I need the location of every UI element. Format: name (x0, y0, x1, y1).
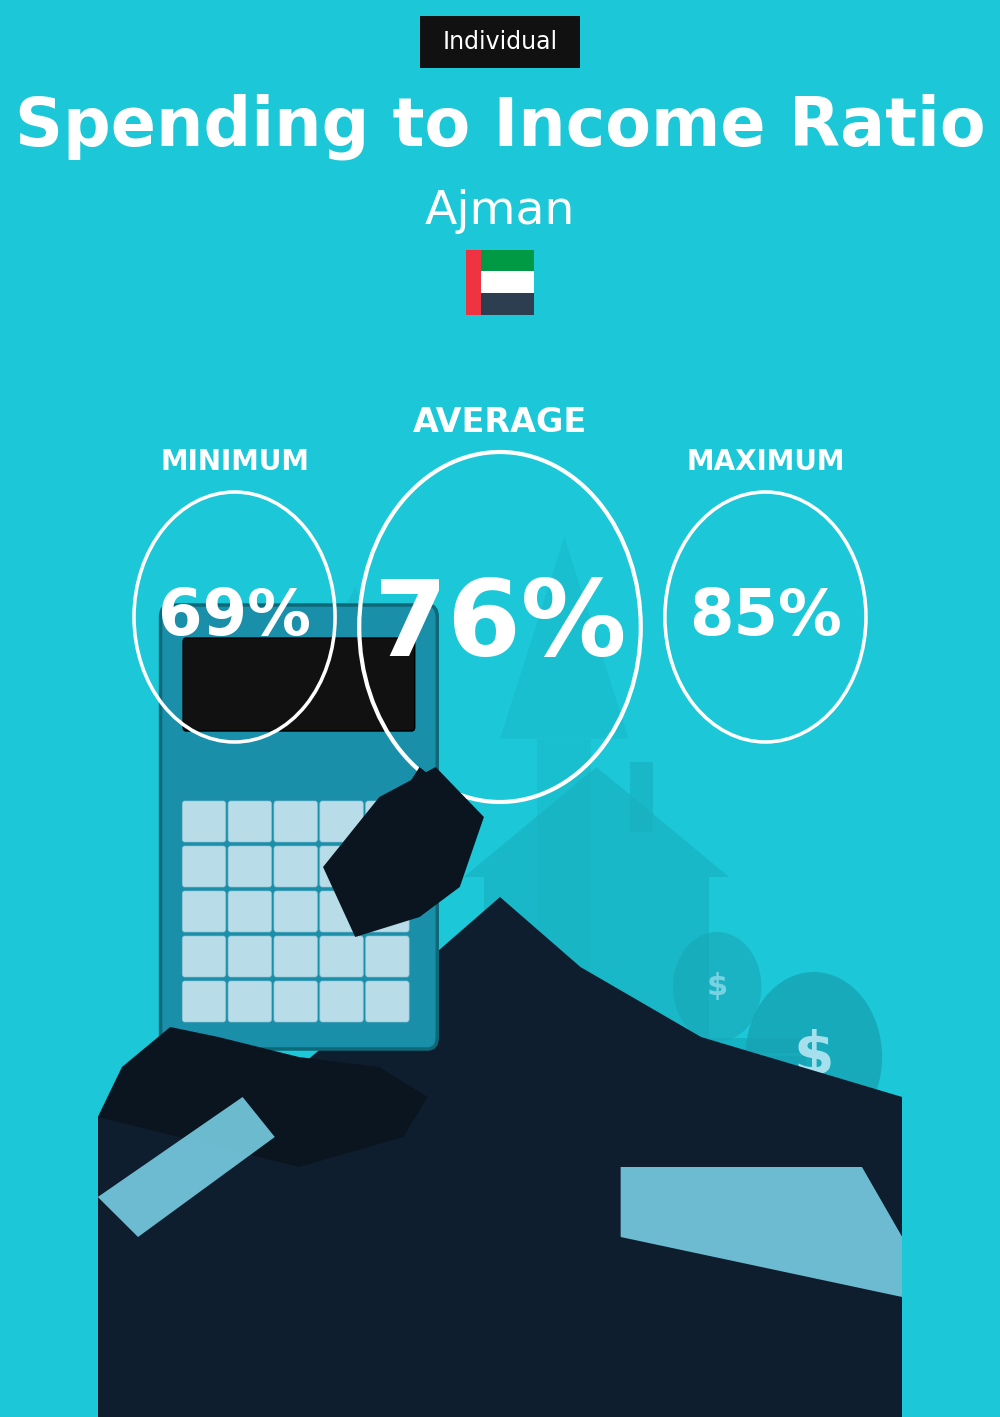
Text: Ajman: Ajman (425, 190, 575, 234)
FancyBboxPatch shape (366, 891, 409, 932)
Polygon shape (500, 537, 629, 738)
FancyBboxPatch shape (228, 846, 272, 887)
FancyBboxPatch shape (182, 937, 226, 976)
Text: $: $ (707, 972, 728, 1002)
Bar (563, 998, 607, 1097)
FancyBboxPatch shape (366, 981, 409, 1022)
FancyBboxPatch shape (182, 846, 226, 887)
FancyBboxPatch shape (274, 981, 317, 1022)
FancyBboxPatch shape (182, 891, 226, 932)
Polygon shape (98, 897, 902, 1417)
Bar (537, 738, 591, 1017)
Polygon shape (387, 767, 444, 837)
Polygon shape (275, 587, 436, 747)
Polygon shape (323, 767, 484, 937)
Bar (701, 1056, 806, 1071)
Text: AVERAGE: AVERAGE (413, 405, 587, 438)
FancyBboxPatch shape (161, 605, 437, 1049)
Bar (630, 762, 653, 832)
Text: $: $ (793, 1029, 834, 1085)
FancyBboxPatch shape (420, 16, 580, 68)
FancyBboxPatch shape (366, 801, 409, 842)
Bar (321, 747, 389, 966)
FancyBboxPatch shape (228, 981, 272, 1022)
FancyBboxPatch shape (320, 801, 363, 842)
Bar (466, 249, 481, 315)
Text: Individual: Individual (442, 30, 558, 54)
FancyBboxPatch shape (228, 937, 272, 976)
FancyBboxPatch shape (182, 801, 226, 842)
Polygon shape (98, 1027, 428, 1168)
Bar (481, 271, 534, 293)
Circle shape (673, 932, 761, 1041)
Polygon shape (98, 1097, 275, 1237)
Bar (484, 877, 709, 1097)
FancyBboxPatch shape (274, 937, 317, 976)
Circle shape (745, 972, 882, 1142)
Bar (481, 249, 534, 271)
FancyBboxPatch shape (182, 981, 226, 1022)
FancyBboxPatch shape (366, 846, 409, 887)
Text: 69%: 69% (158, 587, 311, 648)
Text: 76%: 76% (374, 575, 626, 677)
Bar (701, 1039, 806, 1053)
FancyBboxPatch shape (320, 981, 363, 1022)
Bar (701, 1074, 806, 1090)
FancyBboxPatch shape (320, 891, 363, 932)
FancyBboxPatch shape (320, 937, 363, 976)
Text: 85%: 85% (689, 587, 842, 648)
FancyBboxPatch shape (274, 846, 317, 887)
Bar (481, 293, 534, 315)
Polygon shape (464, 767, 729, 877)
FancyBboxPatch shape (228, 801, 272, 842)
Text: Spending to Income Ratio: Spending to Income Ratio (15, 94, 985, 160)
Text: MINIMUM: MINIMUM (160, 448, 309, 476)
FancyBboxPatch shape (183, 638, 415, 731)
FancyBboxPatch shape (228, 891, 272, 932)
Bar (701, 1093, 806, 1107)
Polygon shape (621, 1168, 902, 1297)
FancyBboxPatch shape (320, 846, 363, 887)
FancyBboxPatch shape (274, 801, 317, 842)
Text: MAXIMUM: MAXIMUM (686, 448, 845, 476)
FancyBboxPatch shape (274, 891, 317, 932)
FancyBboxPatch shape (366, 937, 409, 976)
